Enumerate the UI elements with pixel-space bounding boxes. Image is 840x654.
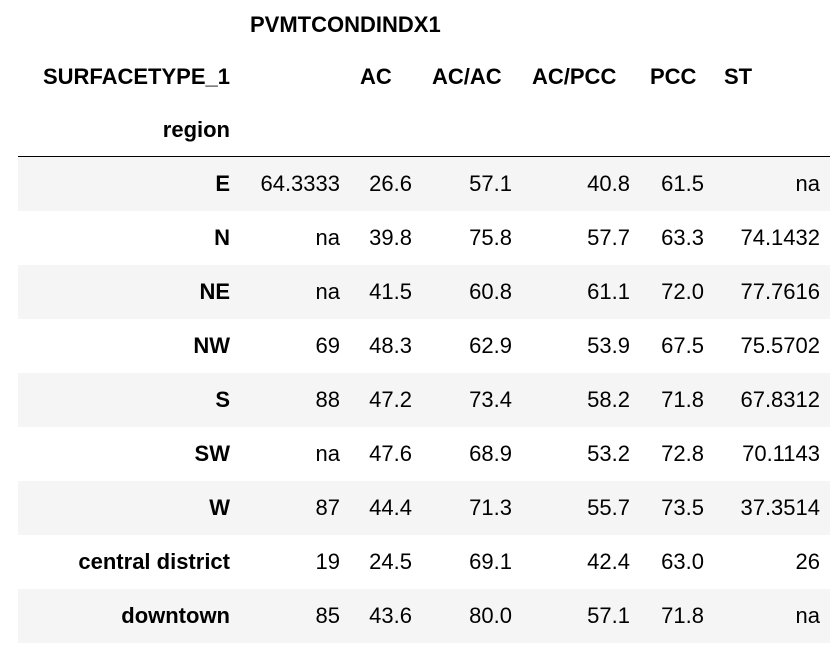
table-cell: 68.9 [469,440,512,466]
table-cell: 63.3 [661,224,704,250]
table-cell: 61.1 [587,278,630,304]
header-blank [350,104,422,157]
row-label: N [214,224,230,250]
table-cell: 80.0 [469,602,512,628]
table-cell: 77.7616 [740,278,820,304]
table-cell: 63.0 [661,548,704,574]
header-row-top: PVMTCONDINDX1 [18,0,830,50]
header-row-columns: SURFACETYPE_1 AC AC/AC AC/PCC PCC ST [18,50,830,104]
row-label: central district [78,548,230,574]
top-column-header: PVMTCONDINDX1 [250,12,441,37]
table-cell: 71.3 [469,494,512,520]
table-cell: 57.7 [587,224,630,250]
table-cell: 88 [315,386,340,412]
row-label: SW [194,440,230,466]
table-cell: 75.8 [469,224,512,250]
table-cell: 87 [315,494,340,520]
table-cell: 53.9 [587,332,630,358]
table-cell: 47.6 [369,440,412,466]
header-blank [422,104,522,157]
table-row: S 88 47.2 73.4 58.2 71.8 67.8312 [18,372,830,427]
table-cell: 55.7 [587,494,630,520]
table-cell: 73.5 [661,494,704,520]
header-corner-blank [18,0,240,50]
table-cell: 74.1432 [740,224,820,250]
table-row: NW 69 48.3 62.9 53.9 67.5 75.5702 [18,319,830,373]
table-cell: 69 [315,332,340,358]
table-cell: 67.5 [661,332,704,358]
table-cell: 26.6 [369,170,412,196]
column-header: ST [724,64,753,89]
table-cell: na [315,440,340,466]
column-header: PCC [650,64,697,89]
table-row: SW na 47.6 68.9 53.2 72.8 70.1143 [18,427,830,481]
table-cell: 47.2 [369,386,412,412]
index-name-label: region [162,117,230,142]
table-cell: na [315,224,340,250]
row-label: E [215,170,230,196]
table-cell: 41.5 [369,278,412,304]
table-cell: 64.3333 [260,170,340,196]
table-row: E 64.3333 26.6 57.1 40.8 61.5 na [18,156,830,211]
table-cell: 71.8 [661,386,704,412]
table-cell: 67.8312 [740,386,820,412]
header-blank [640,104,714,157]
table-cell: 70.1143 [742,440,820,466]
table-cell: na [315,278,340,304]
header-blank [714,104,830,157]
table-cell: 57.1 [469,170,512,196]
table-cell: na [795,602,820,628]
table-cell: 53.2 [587,440,630,466]
header-blank [522,104,640,157]
table-cell: 73.4 [469,386,512,412]
column-header: AC/AC [432,64,502,89]
table-row: downtown 85 43.6 80.0 57.1 71.8 na [18,588,830,643]
table-cell: 19 [315,548,340,574]
row-label: NE [199,278,230,304]
table-cell: 71.8 [661,602,704,628]
table-cell: na [795,170,820,196]
table-cell: 61.5 [661,170,704,196]
table-cell: 42.4 [587,548,630,574]
table-cell: 75.5702 [740,332,820,358]
table-cell: 85 [315,602,340,628]
column-header: AC/PCC [532,64,617,89]
header-blank [240,104,350,157]
table-cell: 69.1 [469,548,512,574]
row-label: downtown [121,602,230,628]
header-row-index-name: region [18,104,830,157]
row-label: W [209,494,230,520]
table-cell: 72.8 [661,440,704,466]
row-label: NW [193,332,230,358]
table-cell: 26 [795,548,820,574]
table-cell: 24.5 [369,548,412,574]
column-header: AC [360,64,392,89]
table-cell: 57.1 [587,602,630,628]
table-row: central district 19 24.5 69.1 42.4 63.0 26 [18,535,830,589]
table-cell: 72.0 [661,278,704,304]
table-cell: 58.2 [587,386,630,412]
table-row: W 87 44.4 71.3 55.7 73.5 37.3514 [18,480,830,535]
column-header [240,50,350,104]
table-cell: 62.9 [469,332,512,358]
table-cell: 43.6 [369,602,412,628]
row-label: S [215,386,230,412]
table-cell: 37.3514 [740,494,820,520]
table-cell: 39.8 [369,224,412,250]
table-cell: 44.4 [369,494,412,520]
pivot-table: PVMTCONDINDX1 SURFACETYPE_1 AC AC/AC AC/… [18,0,830,643]
table-cell: 60.8 [469,278,512,304]
table-row: NE na 41.5 60.8 61.1 72.0 77.7616 [18,264,830,319]
columns-name-label: SURFACETYPE_1 [42,64,230,89]
table-cell: 40.8 [587,170,630,196]
table-header: PVMTCONDINDX1 SURFACETYPE_1 AC AC/AC AC/… [18,0,830,157]
table-cell: 48.3 [369,332,412,358]
